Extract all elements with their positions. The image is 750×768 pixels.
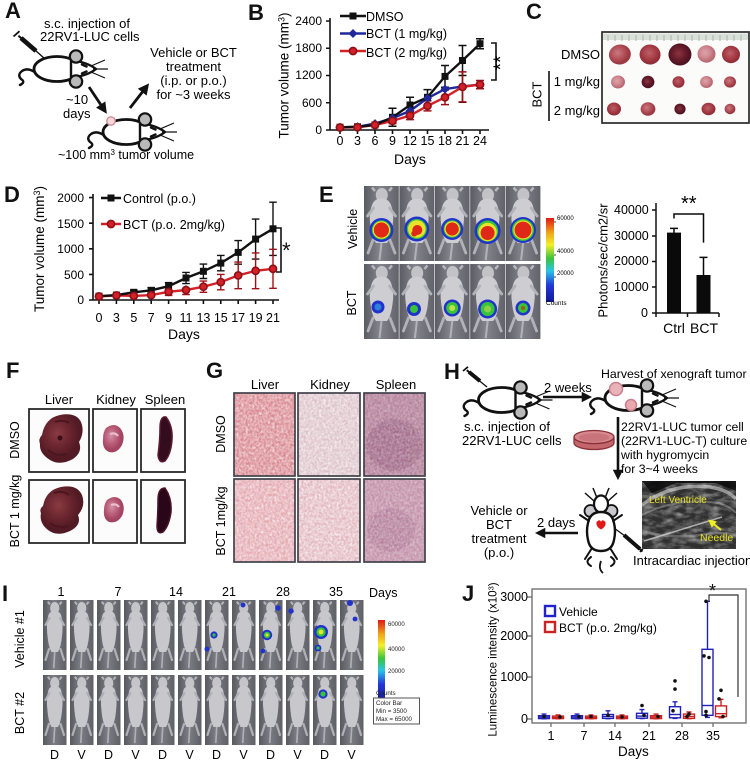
svg-text:*: * xyxy=(282,238,291,263)
svg-text:Max = 65000: Max = 65000 xyxy=(376,716,413,723)
svg-text:60000: 60000 xyxy=(388,622,405,628)
svg-text:Needle: Needle xyxy=(700,532,733,544)
svg-text:Color Bar: Color Bar xyxy=(376,700,402,707)
svg-text:40000: 40000 xyxy=(388,647,405,653)
svg-text:Left Ventricle: Left Ventricle xyxy=(649,495,707,506)
svg-text:*: * xyxy=(709,581,716,601)
svg-text:Min = 3500: Min = 3500 xyxy=(376,708,407,715)
svg-text:Counts: Counts xyxy=(376,690,396,697)
svg-text:20000: 20000 xyxy=(388,669,405,675)
